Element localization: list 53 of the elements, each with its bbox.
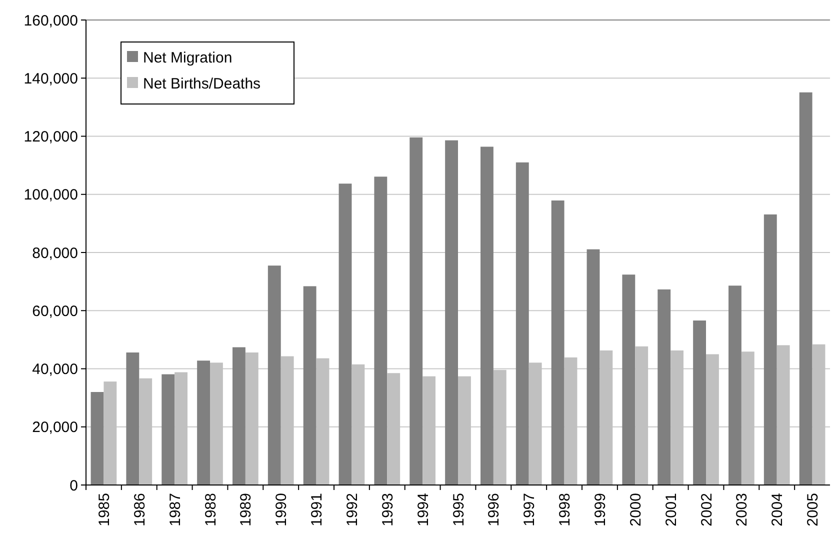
y-tick-label: 140,000 xyxy=(24,70,78,88)
bar xyxy=(586,249,600,485)
x-tick-label: 2002 xyxy=(698,493,716,526)
x-tick-label: 1999 xyxy=(592,493,609,526)
x-tick-label: 1992 xyxy=(344,493,361,526)
y-tick-label: 160,000 xyxy=(24,12,78,30)
x-tick-label: 2001 xyxy=(662,493,680,526)
x-tick-label: 2005 xyxy=(804,493,822,526)
x-tick-label: 2004 xyxy=(769,493,786,526)
x-tick-label: 2000 xyxy=(627,493,644,526)
y-tick-label: 20,000 xyxy=(32,419,78,436)
x-tick-label: 1998 xyxy=(556,493,574,526)
bar xyxy=(728,286,742,485)
bar xyxy=(445,140,458,485)
x-tick-label: 1989 xyxy=(238,493,255,526)
x-tick-label: 1988 xyxy=(202,493,220,526)
bar xyxy=(197,360,210,485)
x-tick-label: 1986 xyxy=(131,493,148,526)
x-tick-label: 1985 xyxy=(96,493,113,526)
bar xyxy=(516,162,529,485)
legend-label: Net Migration xyxy=(143,49,232,66)
bar xyxy=(480,146,494,485)
bar xyxy=(126,352,140,485)
bar xyxy=(374,176,388,485)
bar xyxy=(799,92,812,485)
bar xyxy=(303,286,316,485)
x-tick-label: 1987 xyxy=(166,493,184,526)
x-tick-label: 1996 xyxy=(486,493,503,526)
y-tick-label: 80,000 xyxy=(32,244,78,262)
bar xyxy=(551,200,564,485)
bar xyxy=(410,137,423,485)
bar xyxy=(268,266,281,485)
bar xyxy=(693,320,706,485)
bar xyxy=(338,184,352,485)
bar xyxy=(232,347,246,485)
x-tick-label: 1997 xyxy=(521,493,538,526)
x-tick-label: 1990 xyxy=(273,493,290,526)
x-tick-label: 1993 xyxy=(379,493,396,526)
x-tick-label: 1995 xyxy=(450,493,468,526)
bar xyxy=(622,274,636,485)
legend-label: Net Births/Deaths xyxy=(143,75,261,92)
y-tick-label: 40,000 xyxy=(32,361,78,378)
x-tick-label: 1991 xyxy=(308,493,326,526)
y-tick-label: 120,000 xyxy=(24,128,78,146)
bar xyxy=(90,392,104,485)
y-tick-label: 60,000 xyxy=(32,302,78,320)
bar xyxy=(764,214,777,485)
bar xyxy=(162,374,175,485)
x-tick-label: 2003 xyxy=(734,493,751,526)
y-tick-label: 0 xyxy=(70,477,78,494)
bar xyxy=(658,289,671,485)
x-tick-label: 1994 xyxy=(414,493,432,526)
y-tick-label: 100,000 xyxy=(24,186,78,204)
